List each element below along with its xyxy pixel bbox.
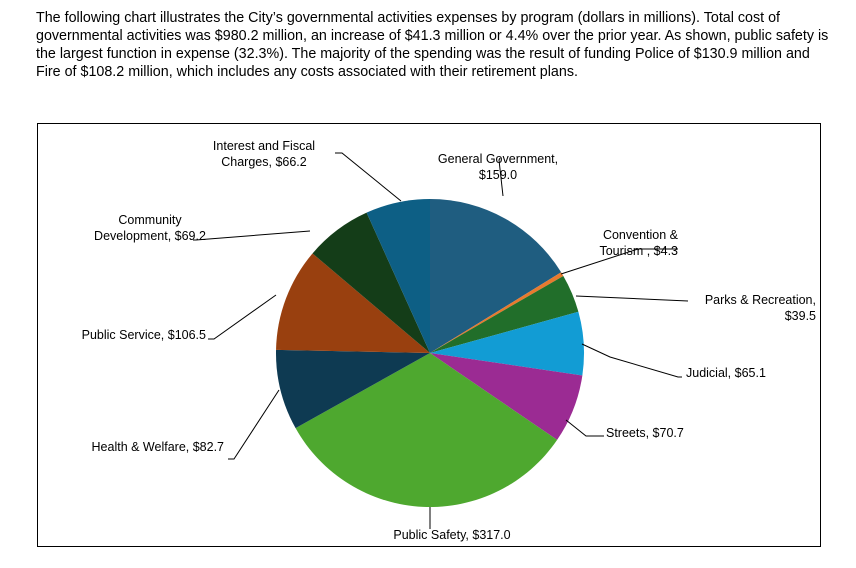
- leader-line-parks-and-recreation: [575, 295, 689, 302]
- leader-line-public-service: [208, 294, 277, 340]
- leader-line-interest-and-fiscal-charges: [335, 152, 402, 202]
- pie-slice-public-service: [276, 253, 430, 353]
- pie-chart: General Government, $159.0 Convention & Tou…: [82, 139, 816, 542]
- leader-line-community-development: [193, 230, 311, 241]
- data-label-health-and-welfare: Health & Welfare, $82.7: [92, 440, 225, 454]
- data-label-community-development: Community Development, $69.2: [94, 213, 206, 243]
- chart-frame: General Government, $159.0 Convention & Tou…: [37, 123, 821, 547]
- data-label-general-government: General Government, $159.0: [438, 152, 558, 182]
- leader-line-streets: [565, 419, 604, 437]
- data-label-public-safety: Public Safety, $317.0: [393, 528, 510, 542]
- intro-paragraph: The following chart illustrates the City…: [36, 10, 829, 80]
- pie-slice-health-and-welfare: [275, 349, 430, 429]
- pie-slice-general-government: [430, 199, 562, 353]
- data-label-parks-and-recreation: Parks & Recreation, $39.5: [705, 293, 816, 323]
- pie-slice-parks-and-recreation: [430, 275, 579, 353]
- leader-line-health-and-welfare: [228, 389, 280, 460]
- pie-slice-streets: [430, 353, 583, 440]
- pie-slice-community-development: [312, 212, 430, 353]
- leader-line-general-government: [498, 157, 504, 197]
- data-label-judicial: Judicial, $65.1: [686, 366, 766, 380]
- leader-line-judicial: [581, 343, 682, 378]
- pie-slice-convention-and-tourism: [430, 272, 564, 353]
- pie-slice-public-safety: [295, 353, 558, 507]
- pie-slice-interest-and-fiscal-charges: [366, 199, 430, 353]
- pie-slice-judicial: [430, 311, 585, 376]
- data-label-convention-and-tourism: Convention & Tourism , $4.3: [599, 228, 678, 258]
- data-label-interest-and-fiscal-charges: Interest and Fiscal Charges, $66.2: [213, 139, 315, 169]
- leader-line-convention-and-tourism: [560, 248, 678, 275]
- data-label-streets: Streets, $70.7: [606, 426, 684, 440]
- data-label-public-service: Public Service, $106.5: [82, 328, 206, 342]
